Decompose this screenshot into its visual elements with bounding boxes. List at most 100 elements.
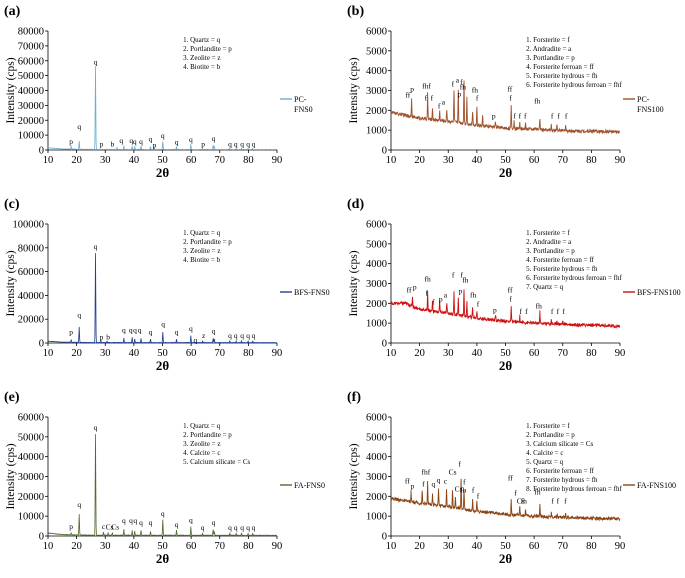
xrd-chart-a: (a) 0 10000 20000 30000 40000 50000 60000 70000 8… — [4, 4, 313, 180]
phase-legend-entry: 3. Zeolite = z — [183, 247, 220, 255]
panel-label: (e) — [4, 390, 20, 405]
peak-label: q — [129, 136, 133, 145]
peak-label: q — [77, 310, 81, 319]
phase-legend-entry: 7. Forsterite hydrous = fh — [526, 476, 598, 484]
peak-label: q — [161, 319, 165, 328]
series-line — [390, 289, 621, 329]
peak-label: p — [153, 140, 157, 149]
phase-legend-entry: 3. Calcium silicate = Cs — [526, 440, 593, 448]
y-tick-label: 1000 — [366, 512, 387, 523]
peak-label: q — [252, 523, 256, 532]
peak-label: q — [234, 331, 238, 340]
y-tick-label: 30000 — [18, 472, 44, 483]
peak-label: q — [77, 500, 81, 509]
x-axis-title: 2θ — [156, 165, 170, 180]
x-tick-label: 10 — [386, 348, 397, 359]
y-tick-label: 6000 — [366, 27, 387, 38]
peak-label: f — [476, 93, 479, 102]
y-axis-title: Intensity (cps) — [348, 250, 360, 316]
y-tick-label: 0 — [382, 146, 387, 157]
y-tick-label: 5000 — [366, 239, 387, 250]
y-axis-title: Intensity (cps) — [348, 57, 360, 123]
peak-label: f — [472, 485, 475, 494]
panel-b: (b) 0 1000 2000 3000 4000 5000 6000 10 20 30 40 50 60… — [343, 0, 685, 192]
phase-legend: 1. Quartz = q2. Portlandite = p3. Zeolit… — [183, 422, 250, 466]
peak-label: f — [422, 479, 425, 488]
peak-label: q — [161, 509, 165, 518]
y-tick-label: 80000 — [18, 27, 44, 38]
x-tick-label: 20 — [414, 155, 425, 166]
x-tick-label: 70 — [558, 348, 569, 359]
x-tick-label: 20 — [414, 348, 425, 359]
peak-label: a — [444, 290, 448, 299]
peak-label: fh — [425, 275, 431, 284]
peak-label: q — [252, 331, 256, 340]
x-tick-label: 90 — [615, 155, 626, 166]
peak-label: fh — [460, 83, 466, 92]
peak-label: q — [77, 122, 81, 131]
series-legend-label: PC- — [294, 95, 307, 104]
x-tick-label: 50 — [500, 348, 511, 359]
peak-label: fh — [521, 496, 527, 505]
x-axis-title: 2θ — [156, 551, 170, 566]
series-line — [47, 434, 278, 537]
y-axis-title: Intensity (cps) — [348, 443, 360, 509]
phase-legend: 1. Forsterite = f2. Portlandite = p3. Ca… — [526, 422, 622, 493]
phase-legend: 1. Quartz = q2. Portlandite = p3. Zeolit… — [183, 36, 232, 71]
x-tick-label: 10 — [43, 155, 54, 166]
peak-label: f — [452, 271, 455, 280]
x-tick-label: 50 — [500, 155, 511, 166]
peak-label: Cs — [449, 468, 457, 477]
y-axis-title: Intensity (cps) — [5, 443, 17, 509]
y-tick-label: 4000 — [366, 259, 387, 270]
peak-label: f — [431, 93, 434, 102]
phase-legend-entry: 6. Forsterite ferroan = ff — [526, 467, 594, 475]
x-axis-title: 2θ — [499, 358, 513, 373]
peak-label: f — [509, 294, 512, 303]
series-line — [47, 66, 278, 151]
phase-legend-entry: 6. Forsterite hydrous ferroan = fhf — [526, 81, 622, 89]
peak-label: ff — [407, 285, 412, 294]
x-tick-label: 10 — [386, 155, 397, 166]
y-tick-label: 100000 — [13, 220, 45, 231]
peak-label: p — [100, 140, 104, 149]
panel-f: (f) 0 1000 2000 3000 4000 5000 6000 10 20 30 40 50 60… — [343, 386, 685, 578]
xrd-chart-d: (d) 0 1000 2000 3000 4000 5000 6000 10 20 30 40 50 60… — [347, 197, 681, 373]
phase-legend-entry: 3. Zeolite = z — [183, 54, 220, 62]
x-tick-label: 20 — [414, 541, 425, 552]
peak-label: b — [106, 332, 110, 341]
peak-label: a — [456, 76, 460, 85]
peak-label: q — [149, 518, 153, 527]
peak-label: q — [94, 57, 98, 66]
y-tick-label: 1000 — [366, 319, 387, 330]
series-line — [390, 80, 621, 135]
peak-label: p — [69, 328, 73, 337]
x-tick-label: 80 — [586, 541, 597, 552]
peak-label: f — [525, 307, 528, 316]
phase-legend-entry: 2. Andradite = a — [526, 238, 572, 246]
phase-legend-entry: 1. Quartz = q — [183, 422, 220, 430]
peak-label: f — [551, 111, 554, 120]
y-tick-label: 4000 — [366, 452, 387, 463]
x-tick-label: 60 — [529, 541, 540, 552]
peak-label: fh — [460, 485, 466, 494]
peak-label: q — [240, 331, 244, 340]
x-tick-label: 30 — [100, 541, 111, 552]
peak-label: p — [458, 89, 462, 98]
y-tick-label: 0 — [39, 339, 44, 350]
x-tick-label: 40 — [129, 541, 140, 552]
peak-label: q — [129, 516, 133, 525]
x-tick-label: 20 — [71, 348, 82, 359]
phase-legend-entry: 1. Quartz = q — [183, 229, 220, 237]
phase-legend-entry: 6. Forsterite hydrous ferroan = fhf — [526, 274, 622, 282]
phase-legend-entry: 2. Portlandite = p — [526, 431, 575, 439]
x-axis-title: 2θ — [156, 358, 170, 373]
peak-label: ff — [508, 285, 513, 294]
y-tick-label: 40000 — [18, 86, 44, 97]
peak-label: f — [551, 307, 554, 316]
y-tick-label: 40000 — [18, 291, 44, 302]
peak-label: ff — [507, 84, 512, 93]
x-tick-label: 30 — [100, 348, 111, 359]
x-tick-label: 30 — [443, 348, 454, 359]
peak-label: q — [175, 520, 179, 529]
